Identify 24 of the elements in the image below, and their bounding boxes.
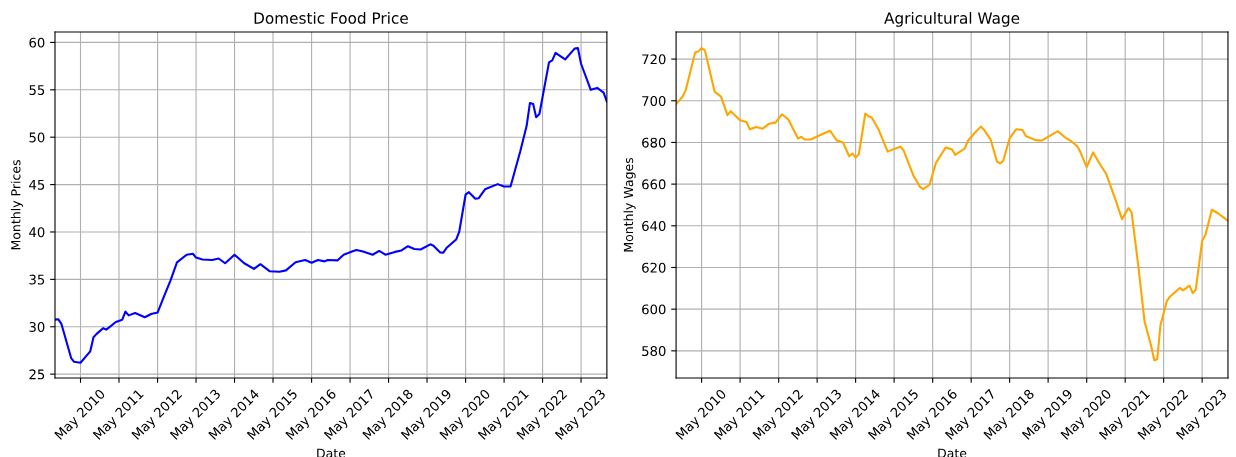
- y-tick-label: 50: [29, 132, 45, 143]
- y-tick-label: 25: [29, 369, 45, 380]
- y-tick-label: 660: [642, 179, 666, 190]
- y-tick-label: 700: [642, 95, 666, 106]
- line-series: [676, 47, 1228, 362]
- y-tick-label: 45: [29, 179, 45, 190]
- x-axis-title: Date: [938, 448, 967, 457]
- y-tick-label: 640: [642, 221, 666, 232]
- y-tick-label: 680: [642, 137, 666, 148]
- y-tick-label: 30: [29, 321, 45, 332]
- y-tick-label: 720: [642, 54, 666, 65]
- y-tick-label: 55: [29, 85, 45, 96]
- y-tick-label: 60: [29, 37, 45, 48]
- y-axis-title: Monthly Wages: [623, 157, 636, 252]
- chart-title: Agricultural Wage: [884, 12, 1020, 27]
- y-axis-title: Monthly Prices: [10, 160, 23, 250]
- line-series: [55, 47, 607, 364]
- y-tick-label: 600: [642, 304, 666, 315]
- y-tick-label: 35: [29, 274, 45, 285]
- y-tick-label: 40: [29, 227, 45, 238]
- x-axis-title: Date: [317, 448, 346, 457]
- y-tick-label: 620: [642, 262, 666, 273]
- y-tick-label: 580: [642, 346, 666, 357]
- chart-title: Domestic Food Price: [254, 12, 408, 24]
